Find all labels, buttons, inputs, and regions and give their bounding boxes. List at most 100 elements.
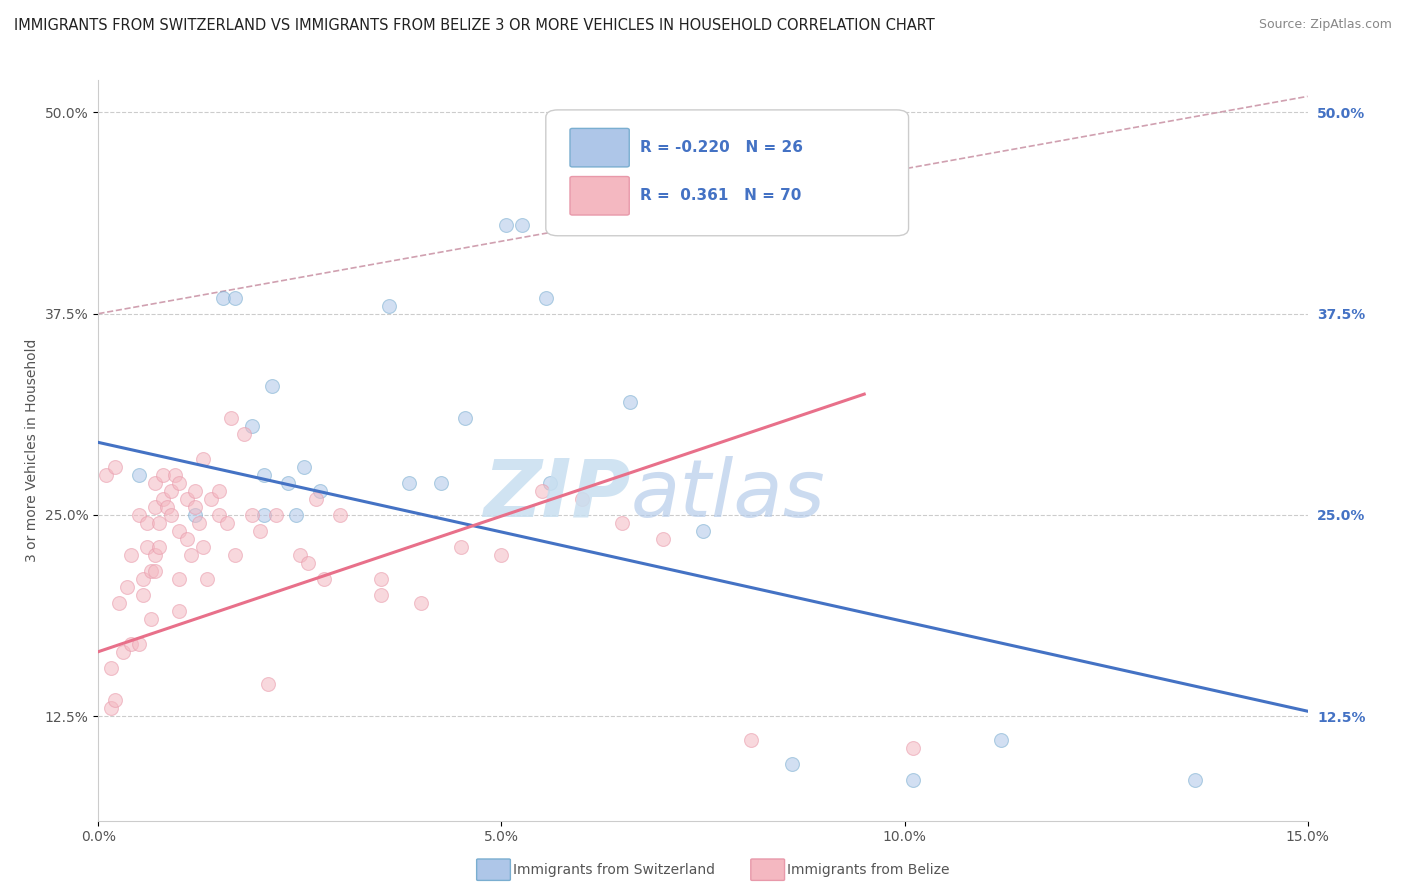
Point: [901, 773, 924, 788]
Point: [208, 483, 231, 498]
Point: [176, 532, 198, 546]
Text: Immigrants from Switzerland: Immigrants from Switzerland: [513, 863, 716, 877]
Point: [232, 427, 254, 442]
Point: [163, 467, 186, 482]
Point: [450, 540, 472, 554]
Point: [495, 218, 517, 232]
Point: [143, 475, 166, 490]
Point: [651, 532, 673, 546]
Point: [530, 483, 553, 498]
Point: [780, 757, 803, 772]
Point: [135, 516, 157, 530]
Point: [128, 637, 150, 651]
Text: ZIP: ZIP: [484, 456, 630, 534]
Point: [288, 548, 311, 562]
Point: [491, 548, 513, 562]
Point: [103, 693, 125, 707]
Point: [143, 564, 166, 578]
Point: [139, 612, 162, 626]
Point: [309, 483, 332, 498]
Point: [180, 548, 202, 562]
Point: [184, 483, 207, 498]
Point: [167, 572, 190, 586]
Point: [224, 291, 246, 305]
Text: R = -0.220   N = 26: R = -0.220 N = 26: [640, 140, 803, 155]
Point: [152, 491, 174, 506]
Point: [148, 516, 170, 530]
Point: [305, 491, 328, 506]
Point: [571, 491, 593, 506]
Point: [160, 508, 183, 522]
Point: [167, 475, 190, 490]
Text: Immigrants from Belize: Immigrants from Belize: [787, 863, 950, 877]
FancyBboxPatch shape: [569, 128, 630, 167]
Point: [184, 508, 207, 522]
Point: [128, 508, 150, 522]
Point: [454, 411, 477, 425]
Point: [184, 500, 207, 514]
Point: [538, 475, 561, 490]
Point: [612, 516, 634, 530]
Point: [193, 540, 215, 554]
Point: [221, 411, 243, 425]
Point: [152, 467, 174, 482]
FancyBboxPatch shape: [569, 177, 630, 215]
Point: [249, 524, 271, 538]
Point: [96, 467, 118, 482]
Text: Source: ZipAtlas.com: Source: ZipAtlas.com: [1258, 18, 1392, 31]
Point: [256, 677, 278, 691]
Point: [292, 459, 315, 474]
Point: [692, 524, 714, 538]
Point: [200, 491, 222, 506]
Point: [100, 661, 122, 675]
Point: [193, 451, 215, 466]
Point: [370, 572, 392, 586]
Point: [314, 572, 336, 586]
Point: [160, 483, 183, 498]
Point: [132, 588, 155, 602]
Point: [128, 467, 150, 482]
Point: [208, 508, 231, 522]
Point: [107, 596, 129, 610]
Point: [167, 524, 190, 538]
Point: [619, 395, 641, 409]
Point: [139, 564, 162, 578]
Point: [103, 459, 125, 474]
Point: [990, 733, 1012, 747]
Point: [740, 733, 762, 747]
Point: [143, 548, 166, 562]
Point: [284, 508, 307, 522]
Point: [240, 508, 263, 522]
Point: [253, 467, 276, 482]
Text: IMMIGRANTS FROM SWITZERLAND VS IMMIGRANTS FROM BELIZE 3 OR MORE VEHICLES IN HOUS: IMMIGRANTS FROM SWITZERLAND VS IMMIGRANT…: [14, 18, 935, 33]
Point: [297, 556, 319, 570]
Text: R =  0.361   N = 70: R = 0.361 N = 70: [640, 188, 801, 203]
Point: [430, 475, 453, 490]
Point: [224, 548, 246, 562]
Point: [188, 516, 211, 530]
Point: [132, 572, 155, 586]
Point: [167, 604, 190, 618]
Point: [901, 741, 924, 756]
Point: [277, 475, 299, 490]
Point: [176, 491, 198, 506]
Point: [100, 701, 122, 715]
Point: [264, 508, 287, 522]
Point: [1184, 773, 1206, 788]
Point: [398, 475, 420, 490]
Text: atlas: atlas: [630, 456, 825, 534]
Y-axis label: 3 or more Vehicles in Household: 3 or more Vehicles in Household: [25, 339, 39, 562]
Point: [120, 637, 142, 651]
Point: [212, 291, 235, 305]
Point: [135, 540, 157, 554]
Point: [370, 588, 392, 602]
Point: [148, 540, 170, 554]
Point: [534, 291, 557, 305]
Point: [409, 596, 432, 610]
Point: [240, 419, 263, 434]
Point: [510, 218, 533, 232]
Point: [253, 508, 276, 522]
Point: [329, 508, 352, 522]
Point: [111, 645, 134, 659]
Point: [156, 500, 179, 514]
